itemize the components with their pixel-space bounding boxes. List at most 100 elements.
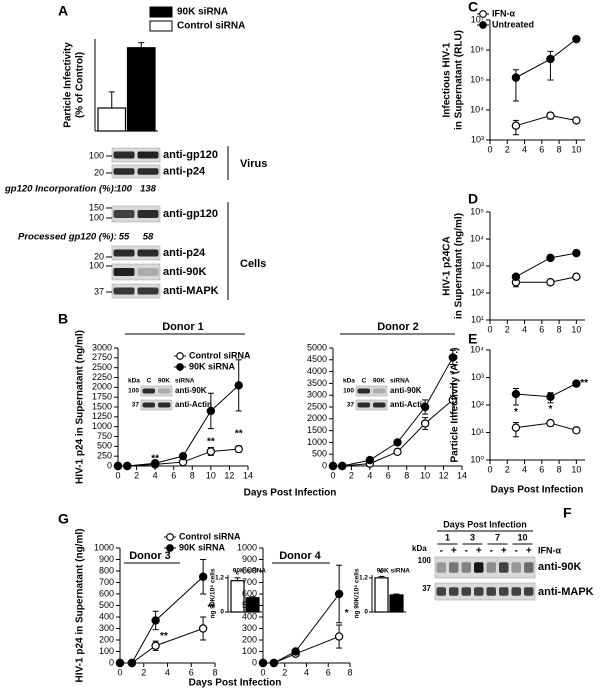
size-marker: 100 — [89, 260, 104, 270]
y-tick-label: 700 — [99, 577, 114, 587]
x-tick-label: 0 — [487, 464, 492, 474]
marker — [448, 353, 457, 362]
legend-label: Control siRNA — [179, 531, 241, 541]
series-line — [515, 383, 577, 398]
panel-letter: A — [58, 3, 68, 19]
x-tick-label: 4 — [153, 470, 158, 480]
legend-marker — [176, 363, 184, 371]
marker — [572, 34, 581, 44]
marker — [546, 253, 555, 263]
size-marker: 100 — [343, 388, 354, 395]
panel-letter: D — [468, 191, 478, 207]
chart-title: Donor 2 — [377, 321, 419, 333]
blot-band — [524, 587, 534, 596]
y-tick-label: 100 — [99, 646, 114, 656]
blot-label: anti-p24 — [163, 247, 206, 259]
y-tick-label: 500 — [242, 600, 257, 610]
y-axis-label: ng 90K/10⁶ cells — [210, 568, 217, 618]
annotation: ** — [235, 428, 243, 439]
y-axis-label: (% of Control) — [75, 52, 86, 118]
x-tick-label: 0 — [117, 667, 122, 677]
blot — [434, 582, 536, 601]
series-line — [515, 252, 577, 278]
blot-band — [373, 402, 386, 408]
y-tick-label: 2000 — [307, 413, 327, 423]
blot-band — [461, 587, 471, 596]
y-tick-label: 10³ — [471, 134, 484, 144]
x-tick-label: 4 — [304, 667, 309, 677]
size-marker: 100 — [89, 150, 104, 160]
y-tick-label: 250 — [97, 451, 112, 461]
y-tick-label: 600 — [242, 588, 257, 598]
y-tick-label: 600 — [99, 588, 114, 598]
y-tick-label: 200 — [99, 634, 114, 644]
blot-label: anti-gp120 — [163, 149, 218, 161]
x-tick-label: 14 — [243, 470, 253, 480]
y-tick-label: 800 — [242, 565, 257, 575]
legend-marker — [166, 533, 174, 541]
blot-band — [373, 388, 386, 394]
y-tick-label: 10⁵ — [470, 206, 484, 216]
kda-label: kDa — [128, 378, 140, 385]
blot — [140, 385, 173, 397]
series-line — [120, 576, 204, 664]
marker — [546, 111, 555, 120]
legend-swatch — [149, 6, 173, 18]
lane-label: 90K — [373, 378, 385, 385]
legend-label: 90K siRNA — [189, 361, 236, 371]
blot-label: anti-MAPK — [163, 285, 219, 297]
legend-label: Control siRNA — [189, 350, 251, 360]
blot — [434, 556, 536, 579]
series-line — [333, 399, 454, 467]
marker — [572, 272, 581, 281]
legend-label: Untreated — [492, 19, 534, 29]
y-tick-label: 1.2 — [359, 575, 368, 582]
blot-band — [511, 587, 521, 596]
blot-band — [524, 562, 534, 573]
blot-band — [449, 587, 459, 596]
x-tick-label: 2 — [134, 470, 139, 480]
y-tick-label: 500 — [97, 441, 112, 451]
series-line — [263, 593, 340, 664]
y-tick-label: 4000 — [307, 366, 327, 376]
blot-band — [137, 249, 159, 257]
size-marker: 37 — [422, 584, 431, 593]
panel-letter: G — [58, 511, 69, 527]
y-tick-label: 10⁴ — [470, 344, 484, 354]
marker — [546, 392, 555, 401]
y-tick-label: 0 — [364, 609, 368, 616]
size-marker: 37 — [94, 286, 104, 296]
y-axis-label: in Supernatant (RLU) — [454, 30, 465, 130]
marker — [511, 389, 521, 399]
day-label: 1 — [445, 532, 450, 542]
x-tick-label: 0 — [115, 470, 120, 480]
y-tick-label: 1.2 — [215, 575, 224, 582]
marker — [338, 461, 347, 471]
blot-band — [158, 402, 171, 408]
panel-letter: B — [58, 311, 68, 327]
y-tick-label: 1250 — [92, 411, 112, 421]
x-tick-label: 2 — [282, 667, 287, 677]
lane-label: 90K — [158, 378, 170, 385]
x-axis-label: Days Post Infection — [189, 678, 282, 689]
blot-label: anti-gp120 — [163, 208, 218, 220]
legend-marker — [166, 544, 174, 552]
x-tick-label: 10 — [420, 470, 430, 480]
x-tick-label: 8 — [190, 470, 195, 480]
panel-letter: E — [468, 331, 477, 347]
blot-label: anti-Actin — [175, 400, 212, 409]
x-tick-label: 4 — [165, 667, 170, 677]
annotation: ** — [160, 631, 168, 642]
blot-label: anti-90K — [175, 386, 207, 395]
y-axis-label: in Supernatant (ng/ml) — [454, 213, 465, 319]
x-tick-label: 8 — [347, 667, 352, 677]
x-tick-label: 14 — [457, 470, 467, 480]
x-tick-label: 2 — [505, 464, 510, 474]
blot-label: anti-Actin — [390, 400, 427, 409]
marker — [123, 461, 132, 471]
blot-band — [486, 587, 496, 596]
x-tick-label: 10 — [206, 470, 216, 480]
blot-band — [499, 587, 509, 596]
y-axis-label: HIV-1 p24 in Supernatant (ng/ml) — [75, 529, 86, 683]
